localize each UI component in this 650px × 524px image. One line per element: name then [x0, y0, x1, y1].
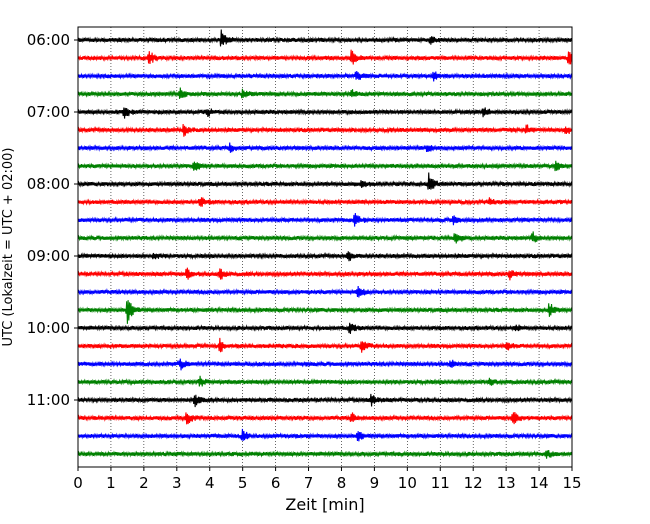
x-tick-label: 4	[205, 474, 215, 492]
trace-line-0730	[77, 142, 573, 153]
trace-line-0745	[77, 160, 573, 172]
trace-line-1115	[77, 411, 573, 425]
trace-line-1130	[77, 428, 573, 442]
x-tick-label: 10	[398, 474, 417, 492]
x-tick-label: 9	[370, 474, 380, 492]
y-tick-label: 07:00	[27, 103, 70, 121]
trace-line-1030	[77, 358, 573, 371]
x-tick-label: 15	[562, 474, 581, 492]
x-tick-label: 13	[497, 474, 516, 492]
plot-frame	[77, 26, 573, 468]
trace-line-0630	[77, 71, 573, 82]
trace-line-0700	[77, 107, 573, 119]
x-tick-label: 14	[530, 474, 549, 492]
trace-line-0845	[77, 231, 573, 244]
trace-line-1145	[77, 450, 573, 459]
y-tick-label: 09:00	[27, 247, 70, 265]
trace-line-0715	[77, 123, 573, 137]
x-tick-label: 8	[337, 474, 347, 492]
trace-line-0830	[77, 212, 573, 227]
x-tick-label: 11	[431, 474, 450, 492]
trace-line-0800	[77, 172, 573, 190]
trace-line-0915	[77, 267, 573, 281]
x-tick-label: 12	[464, 474, 483, 492]
trace-line-1045	[77, 375, 573, 387]
x-tick-label: 2	[139, 474, 149, 492]
trace-line-1100	[77, 393, 573, 408]
x-tick-label: 3	[172, 474, 182, 492]
y-tick-label: 10:00	[27, 319, 70, 337]
x-tick-label: 6	[271, 474, 281, 492]
trace-line-1000	[77, 322, 573, 334]
x-tick-label: 1	[106, 474, 116, 492]
trace-layer	[77, 29, 573, 459]
x-tick-label: 0	[73, 474, 83, 492]
x-tick-label: 5	[238, 474, 248, 492]
trace-line-0645	[77, 87, 573, 99]
x-axis-label: Zeit [min]	[285, 495, 364, 514]
trace-line-0900	[77, 251, 573, 262]
y-tick-label: 11:00	[27, 391, 70, 409]
trace-line-0945	[77, 300, 573, 324]
trace-line-0615	[77, 49, 573, 65]
x-tick-label: 7	[304, 474, 314, 492]
y-axis-label: UTC (Lokalzeit = UTC + 02:00)	[1, 148, 16, 347]
y-axis-ticks: 06:00 07:00 08:00 09:00 10:00 11:00	[27, 31, 78, 409]
grid-layer	[110, 27, 540, 467]
trace-line-0930	[77, 285, 573, 298]
trace-line-1015	[77, 337, 573, 353]
y-tick-label: 08:00	[27, 175, 70, 193]
trace-line-0815	[77, 197, 573, 207]
y-tick-label: 06:00	[27, 31, 70, 49]
trace-line-0600	[77, 29, 573, 47]
x-axis-ticks: 0 1 2 3 4 5 6 7 8 9 10 11 12 13 14 15	[73, 467, 582, 492]
